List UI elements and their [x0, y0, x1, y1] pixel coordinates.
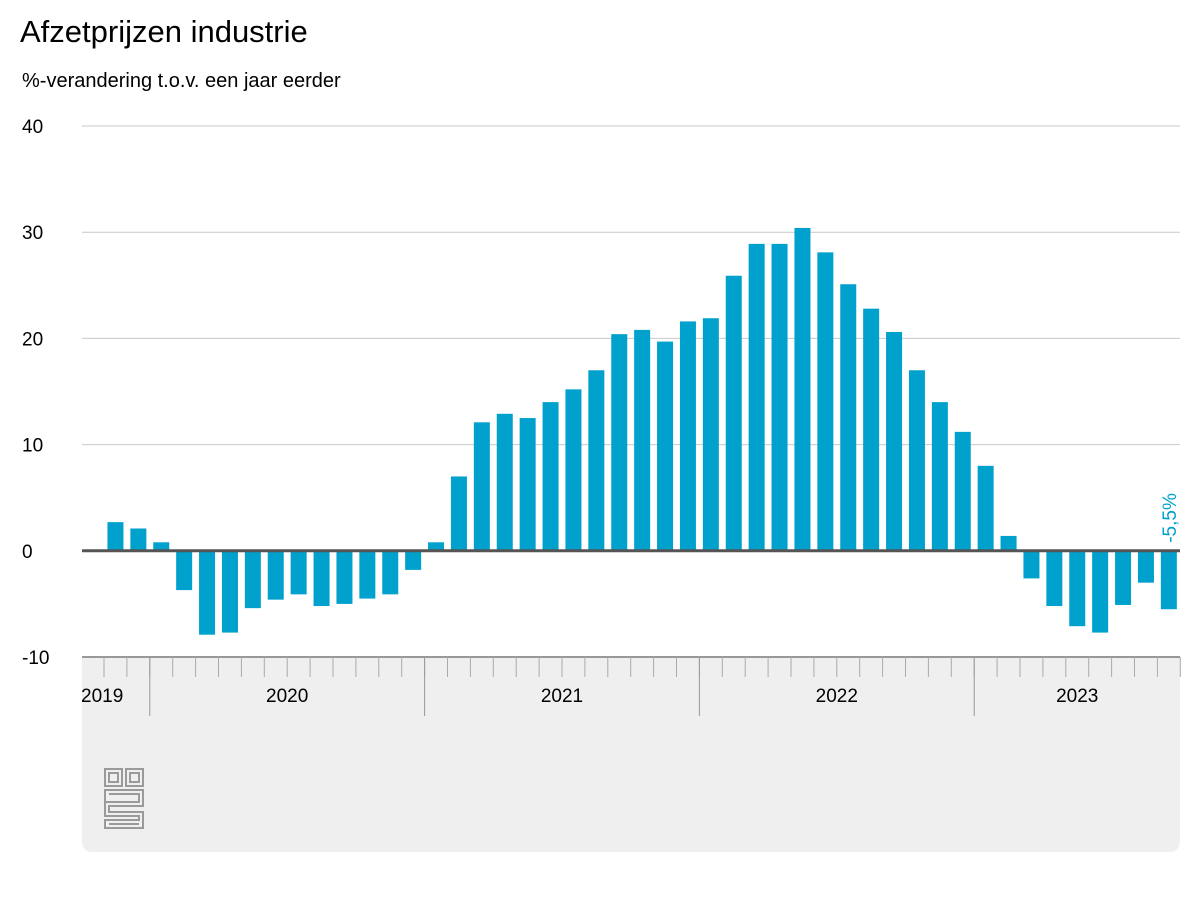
y-tick-label: 0: [22, 542, 33, 563]
bar: [588, 370, 605, 551]
bar: [840, 284, 857, 551]
bar: [221, 550, 238, 633]
y-tick-label: 40: [22, 117, 43, 138]
bar: [519, 418, 536, 551]
bar: [199, 550, 216, 635]
bar: [244, 550, 261, 609]
y-tick-label: 20: [22, 329, 43, 350]
bar: [611, 334, 628, 551]
y-tick-label: 10: [22, 436, 43, 457]
last-value-label: -5,5%: [1160, 493, 1181, 543]
bar: [657, 341, 674, 551]
bar: [817, 252, 834, 551]
bar: [473, 422, 490, 551]
bar: [1000, 535, 1017, 551]
bar: [748, 243, 765, 551]
x-year-label: 2022: [816, 686, 858, 707]
bar: [359, 550, 376, 599]
cbs-logo-icon: [104, 768, 144, 829]
bar: [1023, 550, 1040, 579]
footer-panel: [82, 658, 1180, 852]
x-year-label: 2019: [81, 686, 123, 707]
bar: [1115, 550, 1132, 605]
bar: [176, 550, 193, 591]
bar: [107, 522, 124, 551]
bar: [771, 243, 788, 551]
bar: [313, 550, 330, 607]
x-year-label: 2020: [266, 686, 308, 707]
bar: [702, 318, 719, 551]
bar: [336, 550, 353, 604]
bar: [290, 550, 307, 595]
bar: [1160, 550, 1177, 610]
bar: [908, 370, 925, 551]
x-year-label: 2021: [541, 686, 583, 707]
bar: [954, 431, 971, 551]
bar: [130, 528, 147, 551]
bar: [496, 413, 513, 551]
chart-subtitle: %-verandering t.o.v. een jaar eerder: [22, 70, 341, 92]
bar: [1069, 550, 1086, 627]
bar: [450, 476, 467, 551]
bar: [977, 465, 994, 551]
bar: [886, 332, 903, 551]
bar: [634, 329, 651, 551]
chart-title: Afzetprijzen industrie: [20, 14, 308, 49]
bar: [1092, 550, 1109, 633]
bar: [382, 550, 399, 595]
bar: [725, 275, 742, 551]
bar: [1137, 550, 1154, 583]
bar: [1046, 550, 1063, 607]
bar: [428, 542, 445, 551]
bar: [542, 402, 559, 551]
bar: [153, 542, 170, 551]
y-tick-label: 30: [22, 223, 43, 244]
bar: [931, 402, 948, 551]
bar: [565, 389, 582, 551]
bar: [794, 227, 811, 551]
bar: [679, 321, 696, 551]
bar: [405, 550, 422, 570]
bar: [863, 308, 880, 551]
x-year-label: 2023: [1056, 686, 1098, 707]
bar: [267, 550, 284, 600]
y-tick-label: -10: [22, 648, 49, 669]
